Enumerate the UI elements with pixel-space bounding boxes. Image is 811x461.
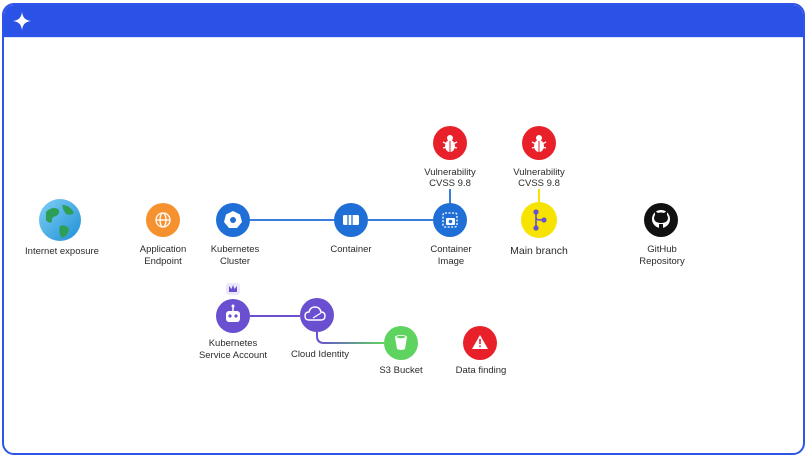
globe-icon — [46, 205, 74, 238]
node-application-endpoint[interactable] — [146, 203, 180, 237]
label-application-endpoint-line2: Endpoint — [144, 256, 182, 267]
sparkle-icon — [13, 12, 31, 30]
node-cloud-identity[interactable] — [300, 298, 334, 332]
warning-icon — [472, 335, 488, 349]
image-icon — [442, 212, 458, 228]
node-kubernetes-service-account[interactable] — [216, 299, 250, 333]
label-kubernetes-cluster-line2: Cluster — [220, 256, 250, 267]
node-main-branch[interactable] — [521, 202, 557, 238]
kubernetes-icon — [224, 211, 242, 228]
label-container-image-line2: Image — [438, 256, 464, 267]
edge-identity-bucket — [316, 332, 384, 344]
node-container[interactable] — [334, 203, 368, 237]
vulnerability-1-score: CVSS 9.8 — [429, 178, 471, 189]
node-vulnerability-2[interactable] — [522, 126, 556, 160]
label-application-endpoint-line1: Application — [140, 244, 186, 255]
label-internet-exposure: Internet exposure — [25, 246, 99, 257]
node-kubernetes-cluster[interactable] — [216, 203, 250, 237]
header-bar — [4, 5, 803, 38]
label-kubernetes-cluster-line1: Kubernetes — [211, 244, 260, 255]
github-icon — [652, 210, 670, 229]
label-data-finding: Data finding — [456, 365, 507, 376]
node-internet-exposure[interactable] — [39, 199, 81, 241]
container-icon — [343, 215, 359, 225]
branch-icon — [533, 209, 547, 231]
edges — [80, 189, 644, 344]
bucket-icon — [395, 335, 407, 350]
label-container-image-line1: Container — [430, 244, 471, 255]
node-container-image[interactable] — [433, 203, 467, 237]
label-service-account-line1: Kubernetes — [209, 338, 258, 349]
label-cloud-identity: Cloud Identity — [291, 349, 349, 360]
node-data-finding[interactable] — [463, 326, 497, 360]
cloud-icon — [304, 306, 326, 321]
bug-icon — [531, 135, 547, 152]
node-github-repository[interactable] — [644, 203, 678, 237]
vulnerability-2-score: CVSS 9.8 — [518, 178, 560, 189]
label-service-account-line2: Service Account — [199, 350, 267, 361]
label-s3-bucket: S3 Bucket — [379, 365, 423, 376]
node-s3-bucket[interactable] — [384, 326, 418, 360]
label-main-branch: Main branch — [510, 245, 568, 257]
node-vulnerability-1[interactable] — [433, 126, 467, 160]
vulnerability-2-title: Vulnerability — [513, 167, 565, 178]
robot-icon — [226, 304, 240, 322]
vulnerability-1-title: Vulnerability — [424, 167, 476, 178]
crown-icon — [226, 283, 240, 295]
label-github-repository-line2: Repository — [639, 256, 685, 267]
label-github-repository-line1: GitHub — [647, 244, 677, 255]
web-icon — [155, 212, 171, 228]
bug-icon — [442, 135, 458, 152]
label-container: Container — [330, 244, 371, 255]
